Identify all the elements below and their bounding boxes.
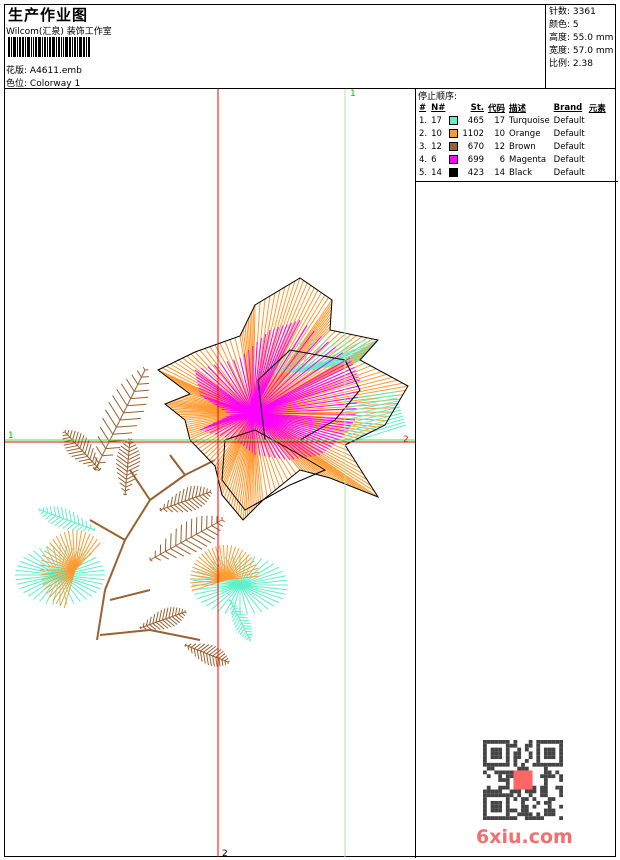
row-stitches: 1102 (462, 128, 485, 139)
row-brand: Default (553, 167, 585, 178)
row-code: 10 (494, 128, 506, 139)
col-swatch (447, 101, 460, 114)
barcode (8, 37, 90, 57)
row-description: Black (509, 167, 533, 178)
stop-sequence-table: # N# St. 代码 描述 Brand 元素 1. 17 465 17 Tur… (417, 101, 608, 179)
row-code: 6 (499, 154, 506, 165)
row-index: 1. (419, 115, 428, 126)
row-needle: 10 (431, 128, 442, 139)
row-stitches: 465 (467, 115, 485, 126)
row-code: 14 (494, 167, 506, 178)
color-swatch (449, 141, 459, 151)
row-element (587, 166, 608, 179)
marker-v-end: 2 (222, 849, 228, 857)
row-brand: Default (553, 115, 585, 126)
design-label: 花版: (6, 66, 28, 76)
page-title: 生产作业图 (8, 6, 89, 24)
color-swatch (449, 115, 459, 125)
row-index: 4. (419, 154, 428, 165)
row-needle: 14 (431, 167, 442, 178)
row-index: 3. (419, 141, 428, 152)
row-needle: 6 (431, 154, 437, 165)
color-swatch (449, 128, 459, 138)
col-index: # (419, 102, 427, 113)
row-brand: Default (553, 154, 585, 165)
table-row: 4. 6 699 6 Magenta Default (417, 153, 608, 166)
company-name: Wilcom(汇泉) 装饰工作室 (6, 27, 112, 37)
table-divider (416, 181, 618, 182)
row-element (587, 127, 608, 140)
qr-code (483, 740, 563, 820)
color-swatch (449, 167, 459, 177)
table-row: 2. 10 1102 10 Orange Default (417, 127, 608, 140)
page-frame (4, 4, 616, 857)
stop-sequence-caption: 停止顺序: (418, 92, 458, 102)
col-stitches: St. (470, 102, 485, 113)
row-swatch (447, 166, 460, 179)
row-needle: 17 (431, 115, 442, 126)
colorway-label: 色位: (6, 79, 28, 89)
flower-outline (157, 277, 409, 521)
row-index: 2. (419, 128, 428, 139)
col-description: 描述 (509, 103, 527, 114)
header-divider (4, 88, 616, 89)
stat-colors: 颜色: 5 (549, 20, 579, 30)
row-description: Turquoise (509, 115, 550, 126)
marker-h-start: 1 (8, 431, 14, 441)
row-code: 12 (494, 141, 506, 152)
col-needle: N# (431, 102, 446, 113)
color-swatch (449, 154, 459, 164)
design-name: 花版: A4611.emb (6, 63, 82, 76)
col-brand: Brand (553, 102, 583, 113)
stat-width: 宽度: 57.0 mm (549, 46, 614, 56)
watermark-logo: 6xiu.com (476, 826, 573, 848)
design-canvas: 1 2 1 2 (5, 89, 415, 857)
colorway: 色位: Colorway 1 (6, 76, 80, 89)
row-description: Orange (509, 128, 541, 139)
design-value: A4611.emb (29, 66, 82, 76)
row-swatch (447, 153, 460, 166)
row-brand: Default (553, 128, 585, 139)
row-stitches: 670 (467, 141, 485, 152)
row-brand: Default (553, 141, 585, 152)
col-element: 元素 (588, 103, 606, 114)
row-element (587, 153, 608, 166)
row-stitches: 423 (467, 167, 485, 178)
table-row: 1. 17 465 17 Turquoise Default (417, 114, 608, 127)
marker-h-end: 2 (403, 435, 409, 445)
table-row: 5. 14 423 14 Black Default (417, 166, 608, 179)
petal-outline (221, 429, 327, 511)
stats-box: 针数: 3361 颜色: 5 高度: 55.0 mm 宽度: 57.0 mm 比… (545, 4, 617, 89)
row-element (587, 140, 608, 153)
stat-scale: 比例: 2.38 (549, 59, 593, 69)
table-row: 3. 12 670 12 Brown Default (417, 140, 608, 153)
row-description: Magenta (509, 154, 547, 165)
stat-stitches: 针数: 3361 (549, 7, 596, 17)
row-description: Brown (509, 141, 536, 152)
row-element (587, 114, 608, 127)
stat-height: 高度: 55.0 mm (549, 33, 614, 43)
row-needle: 12 (431, 141, 442, 152)
row-code: 17 (494, 115, 506, 126)
row-stitches: 699 (467, 154, 485, 165)
row-swatch (447, 127, 460, 140)
row-swatch (447, 114, 460, 127)
col-code: 代码 (488, 103, 506, 114)
stamp-icon (513, 770, 533, 790)
marker-v-start: 1 (350, 89, 356, 99)
colorway-value: Colorway 1 (29, 79, 81, 89)
stop-sequence-panel: 停止顺序: # N# St. 代码 描述 Brand 元素 1. 17 465 … (415, 88, 618, 858)
row-index: 5. (419, 167, 428, 178)
row-swatch (447, 140, 460, 153)
